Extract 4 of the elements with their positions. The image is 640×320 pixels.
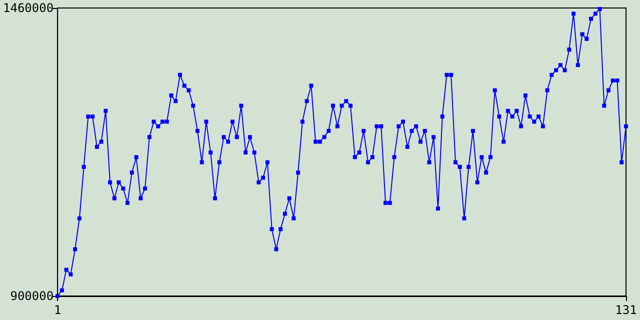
x-tick-label: 1 <box>54 303 62 317</box>
y-tick-label: 1460000 <box>2 1 54 15</box>
y-tick-label: 900000 <box>10 289 54 303</box>
x-tick-label: 131 <box>615 303 637 317</box>
